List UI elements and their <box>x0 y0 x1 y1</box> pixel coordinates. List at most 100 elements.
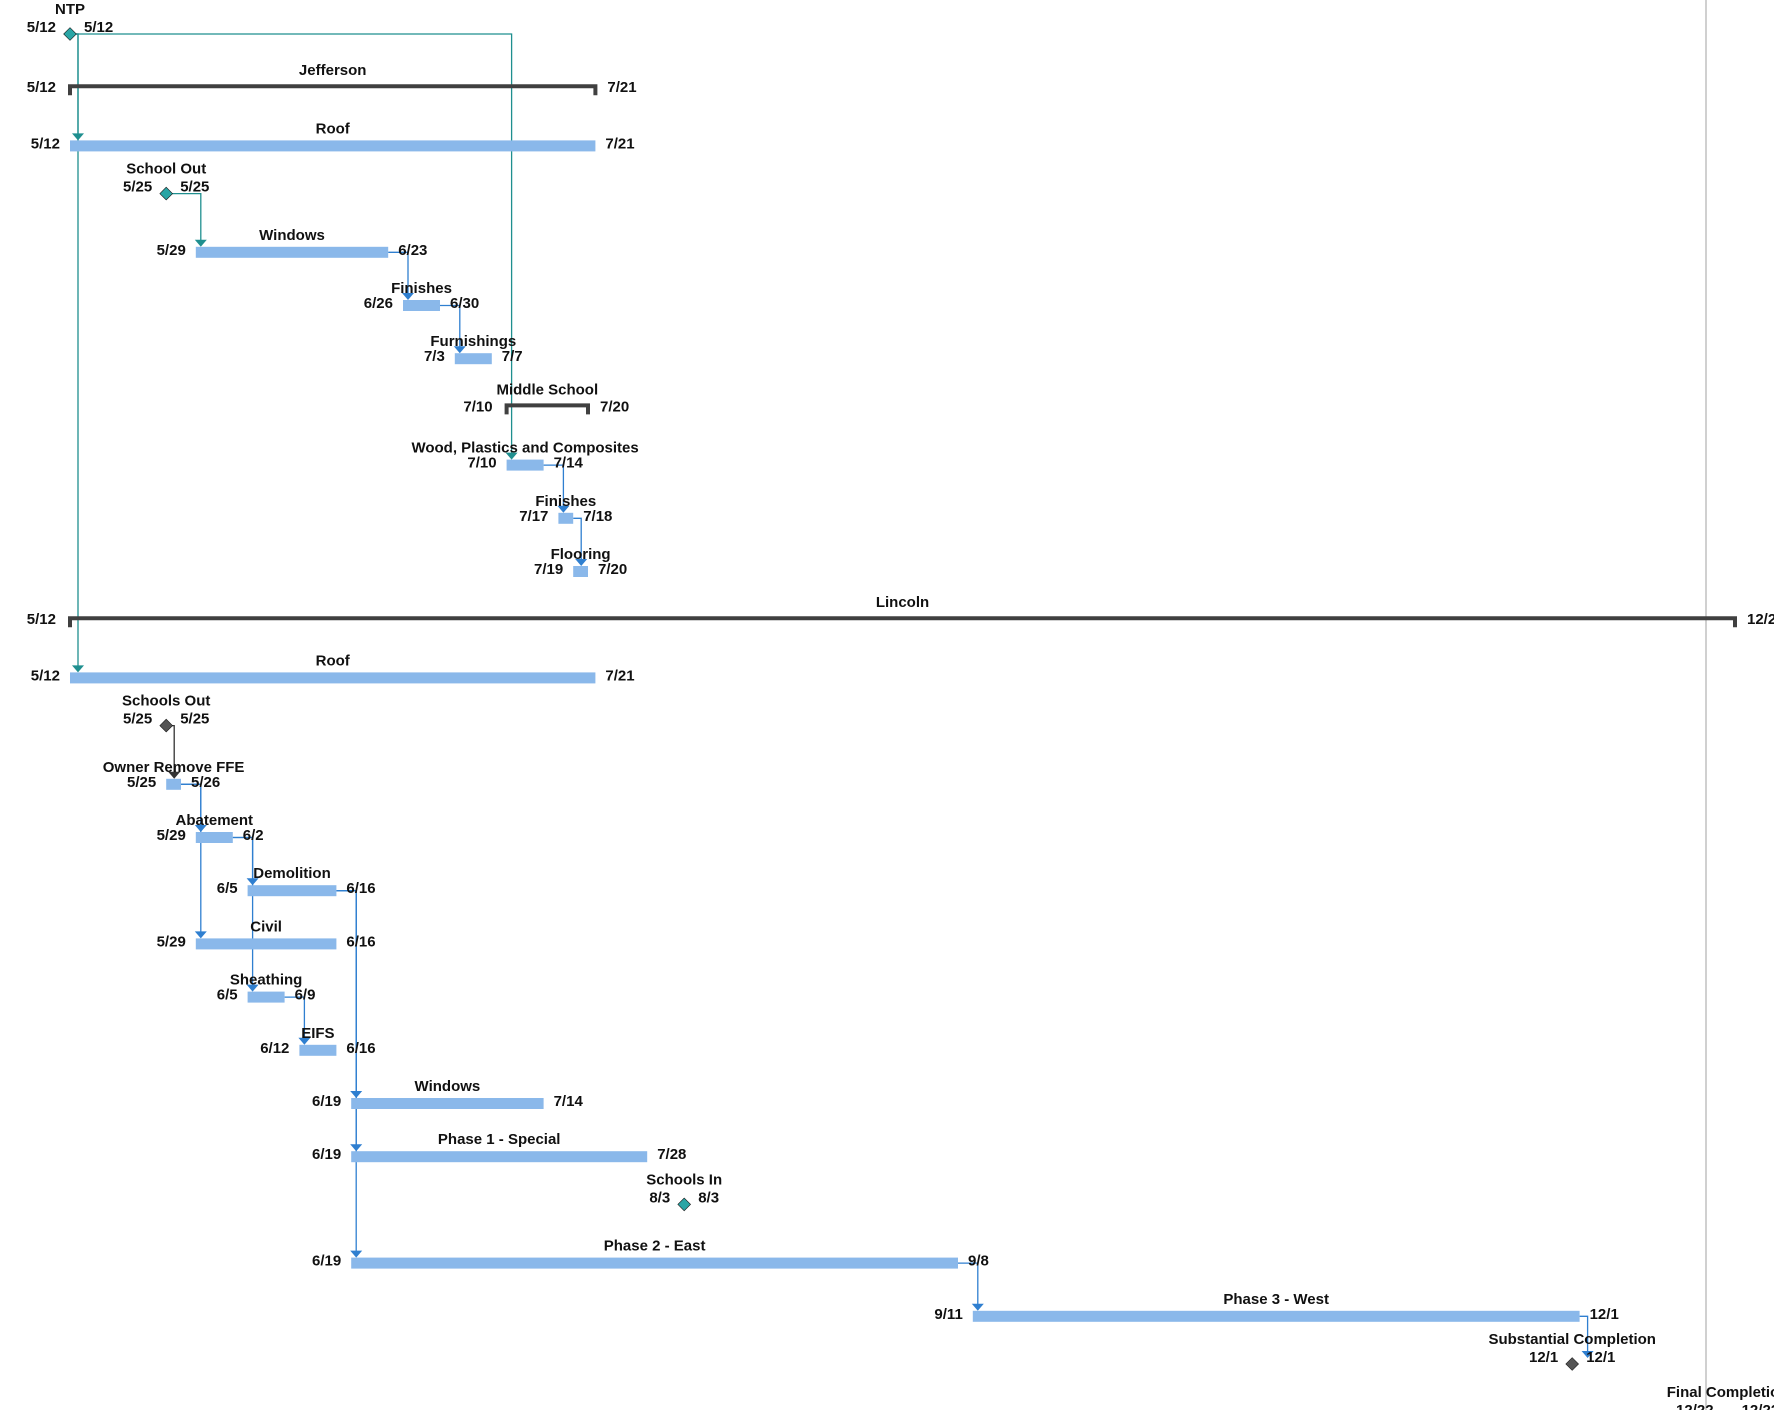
task-name: Finishes <box>535 493 596 510</box>
end-date-label: 7/18 <box>583 508 612 525</box>
task-name: Demolition <box>253 865 331 882</box>
end-date-label: 7/14 <box>554 1093 584 1110</box>
end-date-label: 6/30 <box>450 295 479 312</box>
start-date-label: 6/19 <box>312 1253 341 1270</box>
task-bar <box>299 1044 337 1056</box>
task-bar <box>573 566 588 577</box>
dependency-line <box>573 517 582 561</box>
task-name: Roof <box>316 120 351 137</box>
dependency-line <box>70 33 79 668</box>
end-date-label: 6/16 <box>346 1040 375 1057</box>
dependency-arrowhead <box>350 1250 363 1258</box>
task-name: Owner Remove FFE <box>103 759 245 776</box>
task-bar <box>247 885 337 897</box>
start-date-label: 12/1 <box>1529 1349 1558 1366</box>
task-bar <box>351 1098 544 1109</box>
end-date-label: 7/20 <box>600 398 629 415</box>
start-date-label: 5/25 <box>123 711 152 728</box>
task-name: Phase 1 - Special <box>438 1131 561 1148</box>
start-date-label: 6/5 <box>217 987 238 1004</box>
task-name: Sheathing <box>230 972 303 989</box>
milestone-marker <box>63 27 77 41</box>
dependency-line <box>1579 1315 1589 1353</box>
end-date-label: 6/9 <box>295 987 316 1004</box>
task-name: EIFS <box>301 1025 334 1042</box>
start-date-label: 9/11 <box>934 1306 962 1323</box>
task-bar <box>403 300 440 311</box>
dependency-arrowhead <box>971 1303 984 1311</box>
end-date-label: 7/21 <box>605 667 634 684</box>
task-bar <box>70 672 596 684</box>
dependency-arrowhead <box>402 293 414 300</box>
end-date-label: 12/22 <box>1747 611 1774 628</box>
task-name: Phase 2 - East <box>604 1238 706 1255</box>
start-date-label: 7/19 <box>534 561 563 578</box>
start-date-label: 5/25 <box>123 179 152 196</box>
start-date-label: 6/19 <box>312 1093 341 1110</box>
task-name: Flooring <box>551 546 611 563</box>
end-date-label: 5/25 <box>180 179 209 196</box>
start-date-label: 6/12 <box>260 1040 289 1057</box>
start-date-label: 5/29 <box>157 242 186 259</box>
start-date-label: 7/17 <box>519 508 548 525</box>
task-name: Furnishings <box>430 333 516 350</box>
end-date-label: 7/21 <box>607 79 636 96</box>
milestone-name: Substantial Completion <box>1488 1331 1656 1348</box>
end-date-label: 12/1 <box>1586 1349 1615 1366</box>
task-bar <box>454 353 492 365</box>
start-date-label: 5/12 <box>31 135 60 152</box>
dependency-line <box>388 251 409 295</box>
start-date-label: 7/3 <box>424 348 445 365</box>
start-date-label: 7/10 <box>463 398 492 415</box>
end-date-label: 7/21 <box>605 135 634 152</box>
task-bar <box>195 938 337 950</box>
end-date-label: 12/22 <box>1742 1402 1774 1410</box>
start-date-label: 12/22 <box>1676 1402 1714 1410</box>
task-bar <box>506 459 544 471</box>
dependency-line <box>70 33 513 455</box>
milestone-marker <box>159 186 173 201</box>
dependency-arrowhead <box>453 346 466 354</box>
dependency-arrowhead <box>246 984 259 992</box>
task-name: Abatement <box>176 812 254 829</box>
dependency-arrowhead <box>298 1037 311 1045</box>
end-date-label: 6/2 <box>243 827 264 844</box>
task-name: Windows <box>259 227 325 244</box>
end-date-label: 6/23 <box>398 242 427 259</box>
task-bar <box>351 1151 648 1163</box>
dependency-line <box>336 890 357 1253</box>
task-name: Civil <box>250 918 282 935</box>
start-date-label: 6/5 <box>217 880 238 897</box>
milestone-name: Final Completion <box>1667 1384 1774 1401</box>
end-date-label: 7/20 <box>598 561 627 578</box>
end-date-label: 9/8 <box>968 1253 989 1270</box>
end-date-label: 7/7 <box>502 348 523 365</box>
task-bar <box>972 1310 1580 1322</box>
end-date-label: 7/28 <box>657 1146 686 1163</box>
end-date-label: 7/14 <box>554 455 584 472</box>
milestone-marker <box>677 1197 691 1212</box>
summary-name: Middle School <box>496 381 598 398</box>
milestone-name: School Out <box>126 161 206 178</box>
start-date-label: 6/26 <box>364 295 393 312</box>
start-date-label: 5/12 <box>31 667 60 684</box>
dependency-arrowhead <box>575 559 588 566</box>
task-bar <box>558 512 574 524</box>
dependency-arrowhead <box>557 505 570 513</box>
summary-name: Jefferson <box>299 62 367 79</box>
start-date-label: 7/10 <box>467 455 496 472</box>
dependency-line <box>958 1262 979 1306</box>
dependency-arrowhead <box>194 931 207 939</box>
start-date-label: 5/29 <box>157 933 186 950</box>
summary-name: Lincoln <box>876 594 929 611</box>
dependency-arrowhead <box>194 239 207 247</box>
task-name: Roof <box>316 652 351 669</box>
milestone-name: Schools In <box>646 1171 722 1188</box>
milestone-marker <box>1565 1357 1579 1371</box>
task-name: Finishes <box>391 280 452 297</box>
end-date-label: 5/25 <box>180 711 209 728</box>
start-date-label: 5/12 <box>27 79 56 96</box>
dependency-line <box>166 192 202 242</box>
